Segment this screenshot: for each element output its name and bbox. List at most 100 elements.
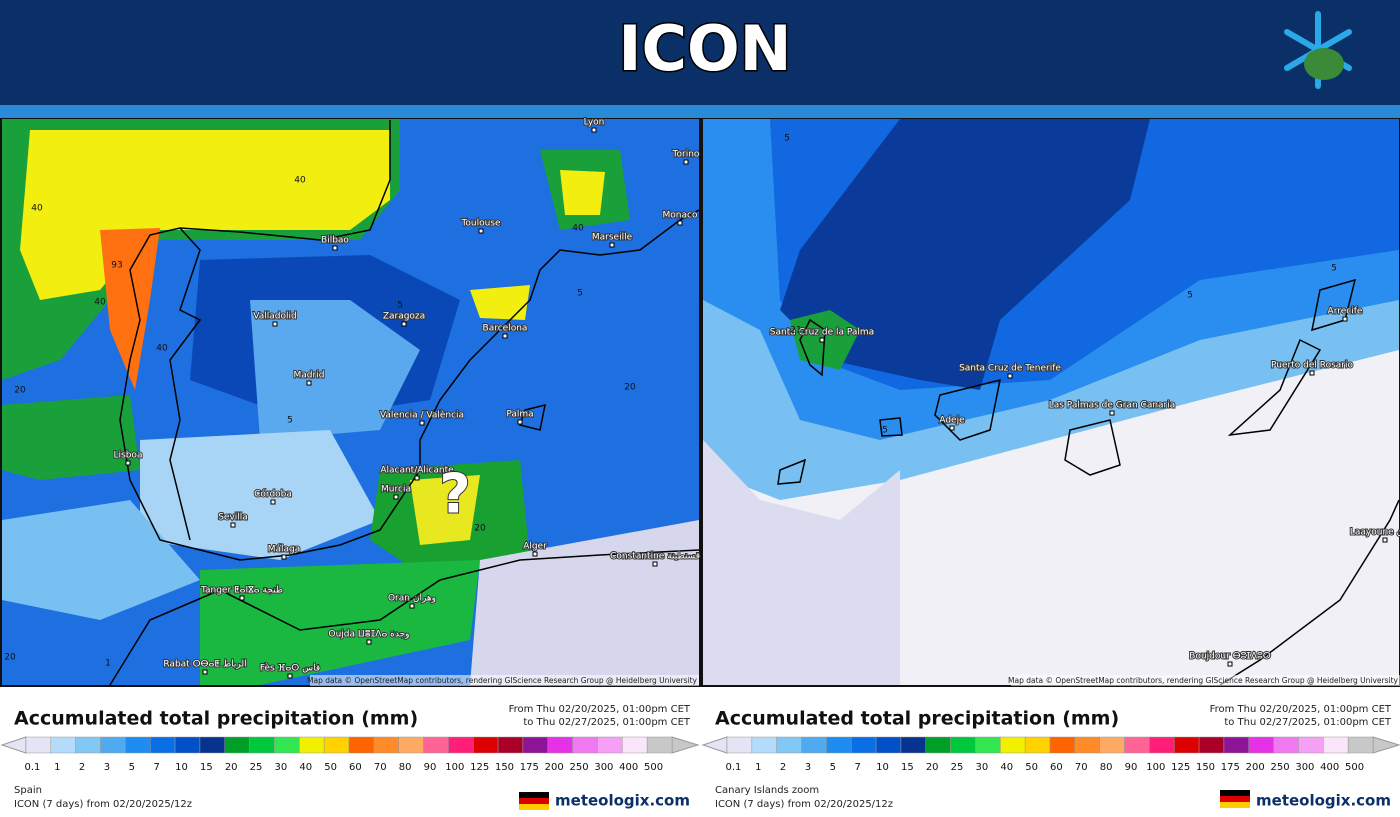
city-label: Arrecife [1328,307,1363,317]
city-label: Oujda ⵡⴻⵊⴷⴰ وجدة [328,630,409,640]
scale-tick: 150 [495,762,514,773]
city-dot [270,499,276,505]
scale-box [1198,736,1225,754]
scale-box [174,736,201,754]
city-dot [366,639,372,645]
map-spain [2,119,699,685]
contour-label: 20 [4,653,16,663]
scale-box [1124,736,1150,754]
scale-tick: 200 [1246,762,1265,773]
scale-box [423,736,449,754]
city-dot [409,603,415,609]
legend-title: Accumulated total precipitation (mm) [14,708,418,730]
scale-box [100,736,126,754]
city-dot [591,127,597,133]
scale-tick: 300 [1295,762,1314,773]
scale-box [1024,736,1051,754]
scale-box [850,736,877,754]
scale-box [925,736,951,754]
scale-tick: 90 [1125,762,1138,773]
scale-tick: 40 [299,762,312,773]
scale-box [826,736,852,754]
scale-tick: 200 [545,762,564,773]
city-dot [230,522,236,528]
city-label: Córdoba [254,489,292,500]
scale-tick: 30 [275,762,288,773]
scale-tick: 20 [225,762,238,773]
city-dot [272,321,278,327]
scale-box [348,736,375,754]
brand: meteologix.com [1256,792,1391,810]
scale-box [125,736,151,754]
attribution: Map data © OpenStreetMap contributors, r… [1008,676,1399,685]
city-dot [401,321,407,327]
city-dot [819,337,825,343]
scale-box [249,736,275,754]
city-label: Oran وهران [388,594,436,604]
city-label: Toulouse [460,219,501,229]
contour-label: 5 [784,134,790,144]
legend-title: Accumulated total precipitation (mm) [715,708,1119,730]
scale-box [299,736,325,754]
scale-tick: 60 [1050,762,1063,773]
city-dot [281,554,287,560]
city-label: Monaco [663,211,698,221]
scale-box [1049,736,1076,754]
contour-label: 5 [1331,264,1337,274]
scale-box [1074,736,1100,754]
city-dot [332,245,338,251]
contour-label: 5 [397,301,403,311]
scale-tick: 10 [175,762,188,773]
scale-box [547,736,573,754]
period-from: From Thu 02/20/2025, 01:00pm CET [509,704,691,715]
scale-tick: 125 [470,762,489,773]
city-dot [287,673,293,679]
contour-label: 21 [790,326,801,336]
city-label: Alacant/Alicante [380,466,454,476]
scale-box [1273,736,1299,754]
scale-tick: 100 [445,762,464,773]
scale-tick: 15 [200,762,213,773]
scale-tick: 500 [1345,762,1364,773]
city-label: Torino [672,150,700,160]
scale-box [1248,736,1274,754]
logo [1284,11,1352,89]
city-label: Adeje [939,416,965,426]
scale-box [149,736,176,754]
city-dot [1007,373,1013,379]
marker: ? [439,463,470,526]
scale-tick: 3 [104,762,110,773]
scale-tick: 175 [520,762,539,773]
contour-label: 40 [294,176,306,186]
city-label: Constantine قسنطينة [610,552,700,562]
attribution-bg [310,675,699,686]
scale-box [900,736,927,754]
region: Spain [14,785,42,796]
city-label: Barcelona [483,324,528,334]
city-label: Santa Cruz de Tenerife [959,364,1061,374]
scale-box [1149,736,1175,754]
contour-label: 20 [474,524,486,534]
scale-tick: 25 [250,762,263,773]
scale-box [50,736,76,754]
contour-label: 40 [572,224,584,234]
city-label: Puerto del Rosario [1271,361,1353,371]
contour-label: 20 [14,386,26,396]
contour-label: 1 [105,659,111,669]
scale-box [448,736,474,754]
scale-tick: 80 [399,762,412,773]
scale-box [199,736,226,754]
scale-box [1099,736,1125,754]
flags [519,790,1250,810]
contour-label: 5 [287,416,293,426]
city-dot [652,561,658,567]
city-dot [202,669,208,675]
city-label: Marseille [592,233,633,243]
city-label: Santa Cruz de la Palma [770,328,874,338]
contour-label: 5 [882,426,888,436]
city-label: Boujdour ⴱⵓⵊⴷⵓⵔ [1189,652,1270,662]
scale-box [323,736,350,754]
model-line: ICON (7 days) from 02/20/2025/12z [715,799,893,810]
scale-box [1347,736,1374,754]
